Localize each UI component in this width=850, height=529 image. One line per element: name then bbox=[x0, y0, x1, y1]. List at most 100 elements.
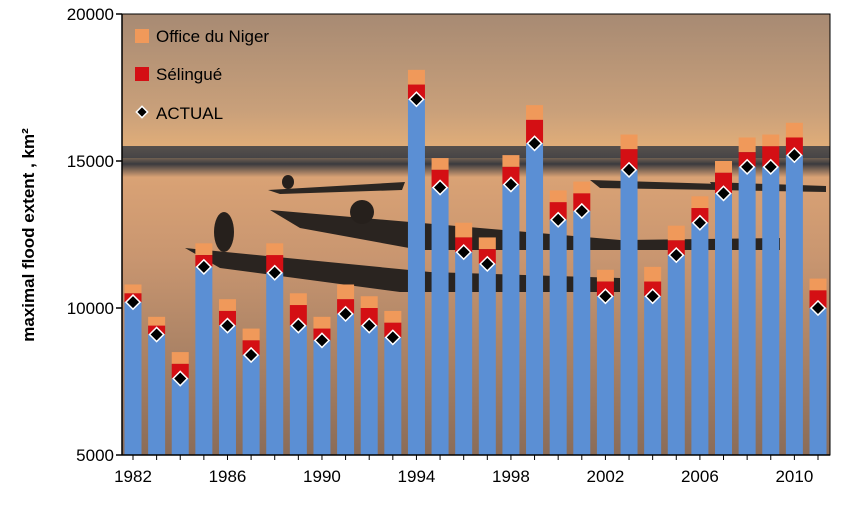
bar-office-du-niger-1989 bbox=[289, 293, 307, 306]
bar-office-du-niger-1985 bbox=[195, 243, 213, 256]
bar-actual-1988 bbox=[266, 272, 284, 455]
marker-actual-2003 bbox=[620, 161, 638, 178]
bar-office-du-niger-1991 bbox=[337, 284, 355, 300]
bar-actual-2010 bbox=[785, 155, 803, 455]
bar-selingue-1998 bbox=[502, 166, 520, 185]
y-tick-label-10000: 10000 bbox=[67, 299, 114, 318]
bar-office-du-niger-1995 bbox=[431, 158, 449, 170]
y-axis-title: maximal flood extent , km² bbox=[19, 128, 38, 342]
bar-actual-1994 bbox=[407, 99, 425, 455]
marker-actual-1995 bbox=[431, 179, 449, 196]
bar-actual-1985 bbox=[195, 266, 213, 455]
marker-actual-2005 bbox=[668, 246, 685, 264]
legend-marker-actual bbox=[135, 105, 149, 119]
bar-actual-2000 bbox=[549, 219, 567, 455]
bar-actual-1984 bbox=[171, 378, 189, 455]
bar-actual-2011 bbox=[809, 308, 827, 455]
bar-selingue-1992 bbox=[360, 308, 378, 326]
bar-actual-2001 bbox=[573, 210, 591, 455]
marker-actual-2008 bbox=[739, 158, 756, 176]
marker-actual-1984 bbox=[172, 370, 189, 387]
bar-office-du-niger-1983 bbox=[148, 316, 166, 326]
bar-actual-2005 bbox=[667, 255, 685, 455]
bar-actual-1983 bbox=[148, 334, 166, 455]
bar-office-du-niger-1999 bbox=[526, 105, 544, 120]
legend-swatch-selingue bbox=[135, 67, 149, 81]
legend-label-selingue: Sélingué bbox=[156, 65, 222, 84]
bar-actual-1992 bbox=[360, 325, 378, 455]
bar-office-du-niger-1996 bbox=[455, 222, 473, 238]
bar-actual-1998 bbox=[502, 184, 520, 455]
bar-actual-2003 bbox=[620, 169, 638, 455]
marker-actual-2004 bbox=[644, 288, 661, 305]
x-tick-label-1982: 1982 bbox=[114, 467, 152, 486]
marker-actual-1992 bbox=[361, 317, 378, 334]
bar-actual-2009 bbox=[762, 166, 780, 455]
marker-actual-1988 bbox=[266, 264, 283, 281]
marker-actual-1985 bbox=[195, 258, 212, 275]
x-tick-label-1994: 1994 bbox=[398, 467, 436, 486]
bar-actual-1999 bbox=[526, 143, 544, 456]
bar-actual-1987 bbox=[242, 355, 260, 455]
bar-selingue-1999 bbox=[526, 119, 544, 144]
bar-selingue-2007 bbox=[715, 172, 733, 194]
bars-layer bbox=[124, 69, 827, 456]
bar-office-du-niger-2004 bbox=[644, 266, 662, 282]
x-tick-label-2010: 2010 bbox=[775, 467, 813, 486]
x-tick-label-1990: 1990 bbox=[303, 467, 341, 486]
bar-selingue-2011 bbox=[809, 290, 827, 308]
bar-actual-1993 bbox=[384, 337, 402, 455]
legend-label-office-du-niger: Office du Niger bbox=[156, 27, 269, 46]
legend-swatch-office-du-niger bbox=[135, 29, 149, 43]
bar-office-du-niger-2005 bbox=[667, 225, 685, 241]
marker-actual-2009 bbox=[762, 158, 779, 176]
marker-actual-2002 bbox=[597, 288, 614, 305]
bar-actual-2006 bbox=[691, 222, 709, 455]
marker-actual-1993 bbox=[384, 329, 401, 346]
bar-selingue-1988 bbox=[266, 255, 284, 273]
bar-office-du-niger-2001 bbox=[573, 181, 591, 194]
bar-office-du-niger-1992 bbox=[360, 296, 378, 308]
y-tick-label-15000: 15000 bbox=[67, 152, 114, 171]
legend-item-office-du-niger: Office du Niger bbox=[135, 27, 269, 46]
x-tick-label-1986: 1986 bbox=[209, 467, 247, 486]
bar-office-du-niger-2010 bbox=[785, 122, 803, 138]
bar-selingue-1995 bbox=[431, 169, 449, 188]
bar-actual-1996 bbox=[455, 252, 473, 455]
x-tick-label-2002: 2002 bbox=[586, 467, 624, 486]
marker-actual-1982 bbox=[124, 293, 142, 311]
marker-actual-2010 bbox=[786, 146, 803, 164]
marker-actual-1996 bbox=[455, 244, 472, 261]
bar-selingue-2003 bbox=[620, 149, 638, 170]
bar-selingue-2010 bbox=[785, 137, 803, 156]
bar-actual-1991 bbox=[337, 313, 355, 455]
bar-selingue-2001 bbox=[573, 193, 591, 211]
legend: Office du Niger Sélingué ACTUAL bbox=[135, 27, 269, 123]
bar-selingue-2000 bbox=[549, 202, 567, 220]
bar-office-du-niger-1994 bbox=[407, 69, 425, 85]
marker-actual-2006 bbox=[691, 214, 709, 231]
bar-actual-1995 bbox=[431, 187, 449, 455]
marker-actual-1999 bbox=[526, 135, 543, 152]
marker-actual-2007 bbox=[715, 185, 732, 202]
bar-actual-1989 bbox=[289, 325, 307, 455]
marker-actual-1986 bbox=[219, 317, 236, 334]
bar-office-du-niger-2003 bbox=[620, 134, 638, 150]
ticks-layer: 5000 10000 15000 20000 1982 1986 1990 1994 1998 2… bbox=[67, 5, 819, 486]
markers-layer bbox=[124, 91, 827, 387]
bar-office-du-niger-2008 bbox=[738, 137, 756, 153]
bar-office-du-niger-1997 bbox=[478, 237, 496, 250]
marker-actual-1983 bbox=[148, 326, 165, 343]
y-tick-label-5000: 5000 bbox=[76, 446, 114, 465]
bar-office-du-niger-1993 bbox=[384, 310, 402, 323]
marker-actual-1994 bbox=[408, 91, 425, 108]
marker-actual-1991 bbox=[337, 305, 354, 323]
marker-actual-2011 bbox=[809, 299, 827, 317]
x-tick-label-1998: 1998 bbox=[492, 467, 530, 486]
marker-actual-2000 bbox=[550, 211, 567, 228]
bar-selingue-2009 bbox=[762, 146, 780, 167]
bar-office-du-niger-1998 bbox=[502, 155, 520, 167]
legend-item-actual: ACTUAL bbox=[135, 104, 223, 123]
bar-office-du-niger-2000 bbox=[549, 190, 567, 203]
